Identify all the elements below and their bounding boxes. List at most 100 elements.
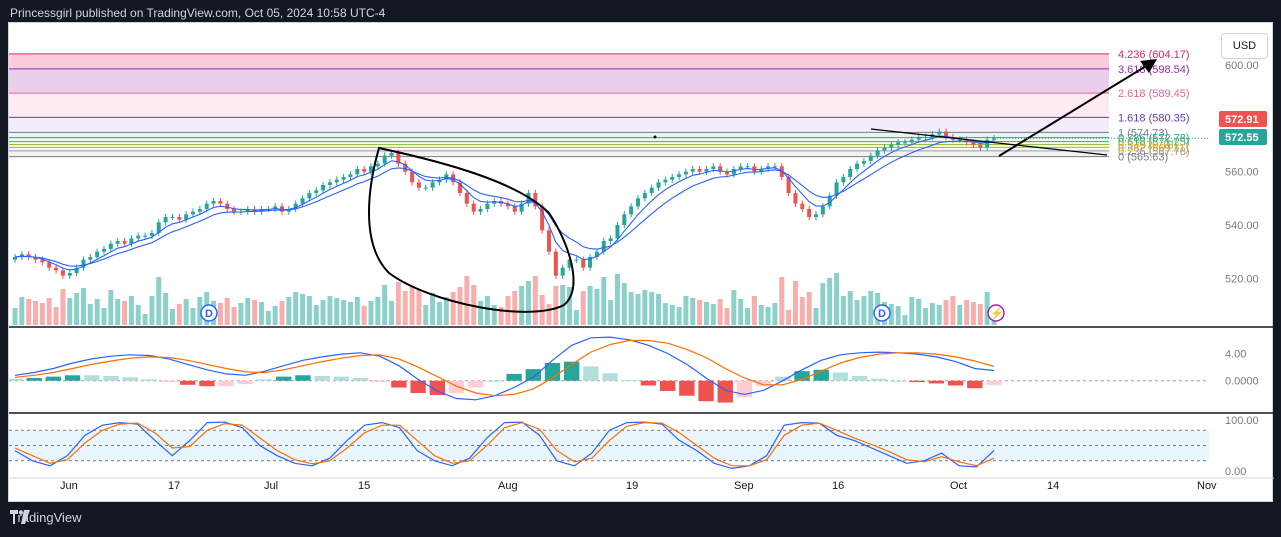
macd-histogram-bar <box>871 378 887 381</box>
price-tag-bg <box>1219 111 1267 127</box>
candle-body <box>327 182 332 185</box>
macd-histogram-bar <box>794 371 810 381</box>
fib-label-0.382: 0.382 (569.11) <box>1118 142 1189 154</box>
volume-bar <box>970 302 976 325</box>
volume-bar <box>868 291 874 325</box>
volume-bar <box>731 290 737 325</box>
candle-body <box>60 270 65 276</box>
candle-body <box>149 233 154 236</box>
candle-body <box>594 251 599 257</box>
candle-body <box>642 193 647 199</box>
volume-bar <box>546 304 552 325</box>
candle-body <box>40 259 45 263</box>
macd-histogram-bar <box>832 372 849 381</box>
candle-body <box>560 267 565 276</box>
candle-body <box>430 182 435 188</box>
volume-bar <box>820 283 826 325</box>
macd-histogram-bar <box>813 369 829 381</box>
volume-bar <box>334 298 340 325</box>
stoch-k-line <box>14 421 995 470</box>
volume-bar <box>430 293 436 325</box>
macd-histogram-bar <box>544 363 561 381</box>
volume-bar <box>827 278 833 325</box>
candle-body <box>184 214 189 220</box>
volume-bar <box>74 293 80 325</box>
candle-body <box>745 166 750 168</box>
fib-band <box>9 147 1109 151</box>
chart-svg[interactable]: 4.236 (604.17) 3.618 (598.54) 2.618 (589.4… <box>9 23 1274 503</box>
volume-bar <box>224 298 230 325</box>
volume-bar <box>128 296 134 325</box>
candle-body <box>937 131 942 135</box>
volume-bar <box>217 303 223 325</box>
currency-button[interactable]: USD <box>1221 33 1268 59</box>
volume-bar <box>484 296 490 325</box>
volume-bar <box>341 300 347 325</box>
candle-body <box>649 187 654 193</box>
macd-histogram-bar <box>448 380 465 393</box>
candle-body <box>731 169 736 175</box>
publisher-header: Princessgirl published on TradingView.co… <box>10 6 386 20</box>
volume-bar <box>895 306 901 325</box>
candle-body <box>47 262 52 268</box>
volume-bar <box>450 292 456 325</box>
macd-histogram-bar <box>775 376 791 381</box>
macd-histogram-bar <box>602 373 618 381</box>
candle-body <box>834 182 839 196</box>
macd-histogram-bar <box>909 380 925 383</box>
volume-bar <box>703 302 709 325</box>
volume-bar <box>416 289 422 325</box>
candle-body <box>827 195 832 207</box>
candle-body <box>225 203 230 209</box>
candle-body <box>882 147 887 151</box>
macd-histogram-bar <box>717 380 733 403</box>
volume-bar <box>368 301 374 325</box>
volume-bar <box>628 292 634 325</box>
volume-bar <box>738 299 744 325</box>
candle-body <box>533 193 538 207</box>
candle-body <box>711 166 716 169</box>
candle-body <box>670 177 675 180</box>
volume-bar <box>471 285 477 325</box>
fib-band <box>9 144 1109 148</box>
candle-body <box>136 235 141 239</box>
macd-histogram-bar <box>64 375 81 381</box>
macd-histogram-bar <box>583 366 599 381</box>
volume-bar <box>614 274 620 325</box>
candle-body <box>334 179 339 183</box>
macd-histogram-bar <box>218 380 234 387</box>
volume-bar <box>238 303 244 325</box>
macd-signal-line <box>14 339 995 397</box>
candle-body <box>129 238 134 244</box>
candle-body <box>766 166 771 169</box>
volume-bar <box>601 277 607 325</box>
macd-histogram-bar <box>295 375 311 381</box>
candle-body <box>992 138 996 140</box>
macd-histogram-bar <box>391 380 407 388</box>
chart-frame[interactable]: 4.236 (604.17) 3.618 (598.54) 2.618 (589.4… <box>8 22 1274 503</box>
candle-body <box>67 273 72 276</box>
volume-bar <box>87 304 93 325</box>
candle-body <box>971 142 976 145</box>
volume-bar <box>19 297 25 325</box>
candle-body <box>163 217 168 223</box>
candle-body <box>636 198 640 207</box>
fib-label-1: 1 (574.73) <box>1118 127 1168 139</box>
volume-bar <box>60 289 66 325</box>
candle-body <box>108 243 113 249</box>
volume-bar <box>26 299 32 325</box>
volume-bar <box>176 304 182 325</box>
fib-band <box>9 137 1109 142</box>
fib-label-3.618: 3.618 (598.54) <box>1118 64 1190 76</box>
drawn-trendline <box>870 128 1108 156</box>
volume-bar <box>519 286 525 325</box>
candle-body <box>88 257 93 260</box>
macd-histogram-bar <box>237 380 254 385</box>
volume-bar <box>964 300 970 325</box>
candle-body <box>375 163 380 167</box>
macd-histogram-bar <box>45 376 62 381</box>
candle-body <box>622 214 627 225</box>
candle-body <box>841 177 846 183</box>
candle-body <box>814 214 818 217</box>
price-tag-label: 572.55 <box>1225 132 1259 144</box>
